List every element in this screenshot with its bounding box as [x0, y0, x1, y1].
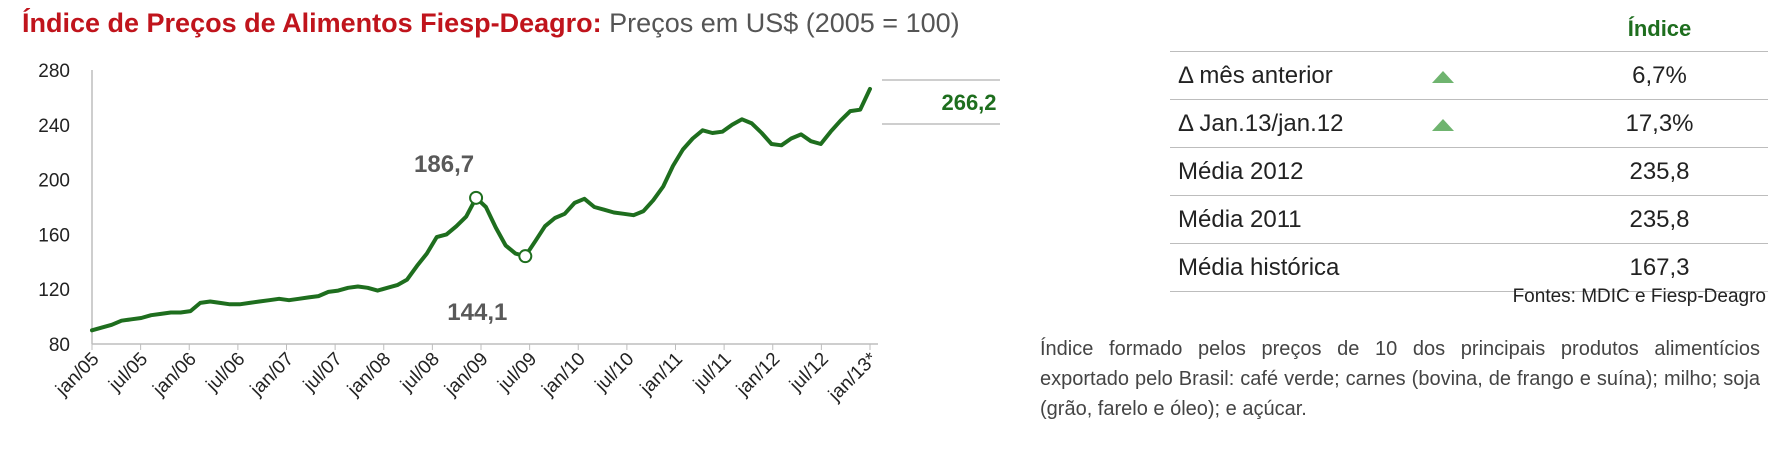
y-tick-label: 200: [38, 171, 70, 192]
x-tick-label: jan/09: [440, 349, 492, 401]
x-tick-label: jan/08: [343, 349, 395, 401]
triangle-up-icon: [1432, 70, 1454, 83]
y-tick-label: 160: [38, 225, 70, 246]
stats-row-label: Média histórica: [1170, 243, 1429, 292]
y-tick-label: 120: [38, 280, 70, 301]
stats-row: Δ mês anterior 6,7%: [1170, 51, 1768, 100]
x-tick-label: jan/10: [538, 349, 590, 401]
x-tick-label: jul/11: [689, 349, 736, 396]
y-tick-label: 240: [38, 116, 70, 137]
chart-title-main: Índice de Preços de Alimentos Fiesp-Deag…: [22, 8, 602, 38]
x-tick-label: jan/13*: [824, 348, 882, 406]
peak-marker: [469, 190, 484, 205]
x-tick-label: jan/05: [51, 349, 103, 401]
current-value-label: 266,2: [941, 90, 996, 115]
y-tick-label: 280: [38, 61, 70, 82]
series-line: [90, 86, 872, 333]
x-tick-label: jan/06: [149, 349, 201, 401]
stats-row-label: Δ mês anterior: [1170, 51, 1429, 100]
x-tick-label: jan/12: [732, 349, 784, 401]
stats-row: Média 2012 235,8: [1170, 147, 1768, 196]
x-tick-label: jan/11: [636, 349, 687, 400]
stats-header: Índice: [1627, 15, 1692, 41]
index-description: Índice formado pelos preços de 10 dos pr…: [1040, 338, 1760, 420]
stats-row-label: Δ Jan.13/jan.12: [1170, 99, 1429, 148]
peak-value-label: 186,7: [414, 151, 474, 178]
x-tick-label: jul/07: [299, 349, 347, 397]
stats-row: Δ Jan.13/jan.12 17,3%: [1170, 99, 1768, 148]
stats-table: Índice Δ mês anterior 6,7% Δ Jan.13/jan.12…: [1170, 6, 1768, 292]
x-tick-label: jul/09: [493, 349, 541, 397]
stats-row-value: 235,8: [1551, 195, 1768, 244]
stats-row-value: 17,3%: [1551, 99, 1768, 148]
stats-row-value: 235,8: [1551, 147, 1768, 196]
x-tick-label: jul/08: [396, 349, 444, 397]
x-tick-label: jan/07: [246, 349, 298, 401]
chart-title-sub: Preços em US$ (2005 = 100): [609, 8, 960, 38]
sources-note: Fontes: MDIC e Fiesp-Deagro: [1512, 286, 1766, 307]
stats-row-value: 6,7%: [1551, 51, 1768, 100]
peak-markers: 186,7 144,1: [414, 151, 533, 326]
y-tick-label: 80: [49, 335, 70, 356]
peak-marker: [518, 249, 533, 264]
peak-value-label: 144,1: [447, 299, 507, 326]
stats-row-label: Média 2012: [1170, 147, 1429, 196]
stats-row: Média histórica 167,3: [1170, 243, 1768, 292]
x-tick-label: jul/06: [202, 349, 250, 397]
chart-title: Índice de Preços de Alimentos Fiesp-Deag…: [22, 8, 960, 39]
y-axis: 80 120 160 200 240 280: [38, 61, 70, 356]
stats-row-value: 167,3: [1551, 243, 1768, 292]
triangle-up-icon: [1432, 118, 1454, 131]
stats-row-label: Média 2011: [1170, 195, 1429, 244]
stats-row: Média 2011 235,8: [1170, 195, 1768, 244]
x-tick-label: jul/10: [591, 349, 639, 397]
x-tick-label: jul/05: [104, 349, 152, 397]
